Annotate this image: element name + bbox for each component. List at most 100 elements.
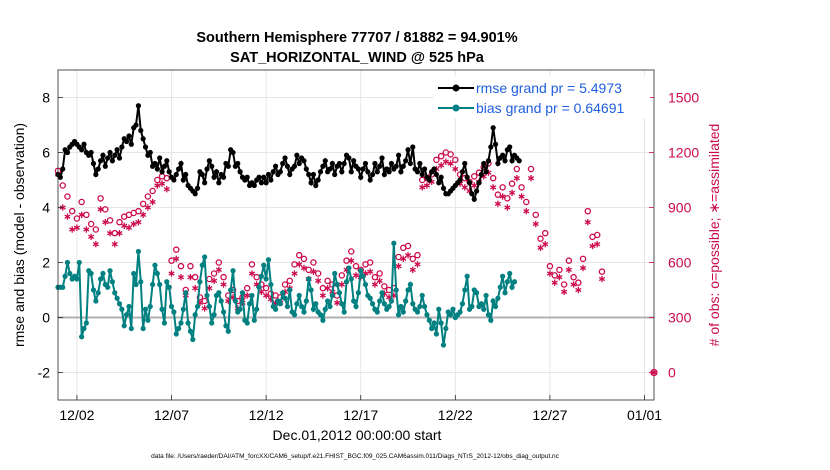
rmse-point (116, 155, 123, 161)
bias-point (251, 317, 257, 323)
asterisk-stroke (461, 185, 468, 190)
bias-point (388, 298, 395, 304)
asterisk-stroke (315, 278, 322, 283)
rmse-point (395, 152, 402, 158)
rmse-point (112, 152, 118, 158)
rmse-point (147, 149, 153, 156)
asterisk-stroke (106, 231, 114, 236)
asterisk-stroke (584, 220, 591, 225)
obs-assimilated-point (537, 244, 544, 252)
rmse-point (154, 166, 160, 172)
asterisk-stroke (409, 267, 416, 272)
bias-point (173, 331, 179, 337)
rmse-point (263, 180, 269, 186)
obs-possible-point (494, 191, 502, 198)
rmse-point (478, 171, 484, 178)
asterisk-stroke (542, 242, 549, 247)
bias-point (121, 323, 127, 329)
asterisk-stroke (561, 289, 568, 294)
rmse-point (332, 171, 338, 178)
left-tick-label: 4 (42, 200, 50, 216)
obs-possible-point (532, 211, 539, 219)
legend-box (434, 76, 650, 118)
obs-assimilated-point (192, 284, 199, 292)
asterisk-stroke (371, 282, 379, 287)
bias-point (209, 320, 215, 326)
bias-point (353, 303, 359, 310)
zero-obs-asterisk (650, 370, 658, 375)
rmse-point (88, 149, 94, 156)
bias-point (220, 309, 227, 315)
obs-possible-point (102, 206, 109, 213)
rmse-point (336, 160, 343, 167)
rmse-point (140, 136, 146, 142)
bias-point (223, 323, 229, 329)
obs-possible-point (504, 195, 511, 202)
asterisk-stroke (471, 183, 478, 188)
rmse-point (204, 166, 210, 172)
obs-assimilated-point (319, 292, 326, 299)
bias-point (485, 312, 492, 318)
asterisk-stroke (163, 187, 170, 192)
bias-point (194, 303, 201, 310)
obs-possible-point (92, 226, 100, 233)
bias-point (206, 303, 212, 310)
bias-point (74, 276, 80, 282)
rmse-point (90, 160, 97, 167)
asterisk-stroke (69, 227, 76, 232)
obs-possible-point (281, 281, 289, 288)
rmse-point (369, 171, 376, 178)
rmse-point (379, 155, 385, 161)
obs-assimilated-point (546, 270, 554, 277)
bias-point (301, 309, 307, 315)
rmse-point (105, 155, 111, 161)
bias-point (464, 273, 470, 279)
asterisk-stroke (508, 190, 516, 195)
obs-possible-point (409, 255, 417, 263)
obs-assimilated-point (296, 261, 303, 268)
bias-point (417, 303, 423, 310)
bias-point (339, 301, 345, 307)
rmse-point (393, 163, 399, 169)
rmse-point (488, 144, 494, 150)
bias-point (239, 290, 246, 296)
asterisk-stroke (154, 183, 161, 188)
grid-lines (58, 70, 654, 400)
obs-assimilated-point (220, 281, 227, 288)
obs-possible-point (404, 242, 412, 250)
obs-possible-point (248, 261, 256, 268)
obs-assimilated-point (542, 240, 549, 248)
obs-assimilated-point (300, 264, 308, 272)
bias-point (216, 290, 222, 296)
obs-possible-point (73, 215, 81, 222)
rmse-point (372, 160, 378, 167)
bias-point (145, 317, 151, 323)
asterisk-stroke (348, 258, 355, 263)
bias-point (258, 273, 264, 279)
obs-assimilated-point (575, 286, 582, 294)
bias-point (391, 240, 397, 246)
bias-point (492, 303, 499, 310)
bias-point (395, 312, 402, 318)
obs-possible-point (111, 229, 119, 237)
rmse-point (313, 182, 319, 189)
obs-possible-point (144, 193, 152, 200)
bias-point (157, 281, 163, 288)
right-tick-label: 300 (668, 310, 692, 326)
asterisk-stroke (253, 282, 260, 287)
bias-point (405, 287, 411, 293)
rmse-point (107, 149, 113, 156)
bias-point (176, 325, 182, 332)
asterisk-stroke (575, 287, 582, 293)
asterisk-stroke (210, 278, 218, 283)
bias-point (332, 270, 338, 277)
left-tick-label: 2 (42, 255, 50, 271)
obs-assimilated-point (78, 211, 85, 219)
rmse-point (431, 166, 437, 172)
obs-assimilated-point (130, 220, 137, 228)
bias-point (322, 306, 328, 312)
rmse-point (192, 191, 198, 197)
x-tick-label: 01/01 (627, 407, 662, 423)
bias-point (190, 336, 196, 343)
rmse-point (256, 174, 262, 180)
